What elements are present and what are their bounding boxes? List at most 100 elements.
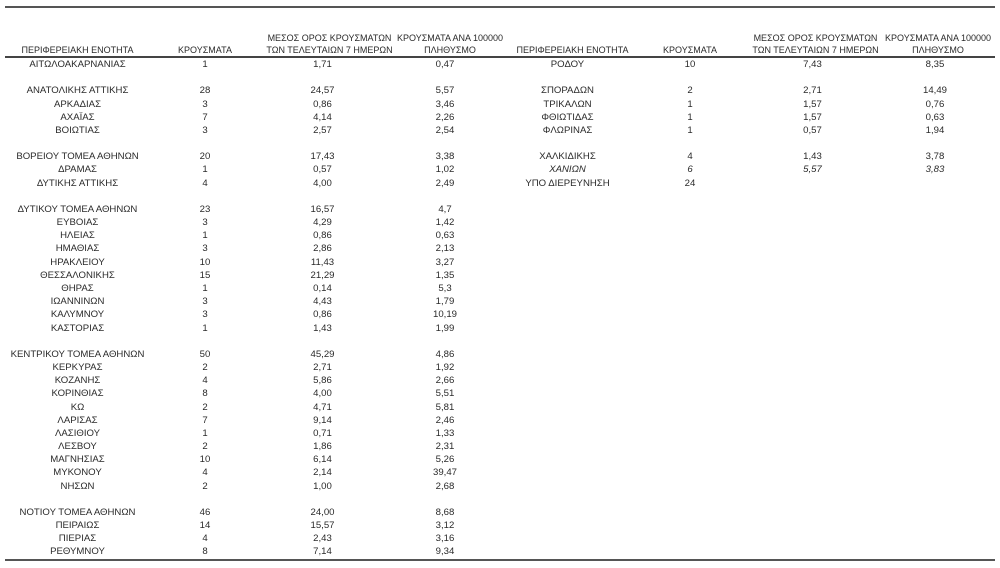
- left-per100k-cell: 2,46: [435, 414, 455, 426]
- right-per100k-cell: [875, 242, 995, 255]
- right-region-cell: ΧΑΝΙΩΝ: [549, 164, 586, 176]
- table-row: ΡΕΘΥΜΝΟΥ 8 7,14 9,34: [5, 545, 995, 558]
- right-cases-cell: [630, 493, 750, 506]
- left-avg7-cell: 2,86: [313, 243, 332, 255]
- right-per100k-cell: [875, 348, 995, 361]
- left-per100k-cell: 5,81: [435, 401, 455, 413]
- right-avg7-cell: 0,57: [803, 124, 822, 136]
- left-cases-cell: 10: [199, 454, 211, 466]
- right-region-cell: [505, 532, 630, 545]
- left-cases-cell: 1: [202, 283, 208, 294]
- table-row: ΛΕΣΒΟΥ 2 1,86 2,31: [5, 440, 995, 453]
- left-cases-cell: 1: [202, 230, 208, 242]
- left-per100k-cell: 2,66: [435, 375, 455, 387]
- right-region-cell: [505, 269, 630, 282]
- left-cases-cell: 3: [202, 296, 208, 308]
- left-region-cell: [5, 335, 150, 348]
- left-avg7-cell: 4,71: [313, 401, 332, 413]
- table-row: ΘΗΡΑΣ 1 0,14 5,3: [5, 282, 995, 295]
- right-region-cell: [505, 387, 630, 400]
- right-avg7-cell: [750, 71, 875, 84]
- table-row: ΚΕΝΤΡΙΚΟΥ ΤΟΜΕΑ ΑΘΗΝΩΝ 50 45,29 4,86: [5, 348, 995, 361]
- right-region-cell: ΣΠΟΡΑΔΩΝ: [541, 85, 594, 97]
- right-cases-cell: [630, 308, 750, 321]
- left-per100k-cell: 2,31: [435, 441, 455, 453]
- table-row: ΚΑΛΥΜΝΟΥ 3 0,86 10,19: [5, 308, 995, 321]
- right-avg7-cell: [750, 216, 875, 229]
- left-per100k-cell: 1,02: [435, 164, 455, 176]
- right-avg7-cell: [750, 532, 875, 545]
- table-row: ΛΑΣΙΘΙΟΥ 1 0,71 1,33: [5, 427, 995, 440]
- right-cases-cell: [630, 71, 750, 84]
- right-per100k-cell: [875, 440, 995, 453]
- left-avg7-cell: 21,29: [310, 269, 335, 281]
- left-per100k-cell: 1,35: [435, 269, 455, 281]
- right-cases-cell: 6: [687, 164, 693, 176]
- left-avg7-cell: [260, 137, 385, 150]
- right-avg7-cell: [750, 506, 875, 519]
- right-avg7-cell: [750, 137, 875, 150]
- left-region-cell: ΚΩ: [70, 401, 85, 413]
- left-cases-cell: 1: [202, 322, 208, 334]
- left-cases-cell: 14: [199, 520, 211, 532]
- right-per100k-cell: [875, 374, 995, 387]
- right-per100k-cell: [875, 203, 995, 216]
- right-avg7-cell: [750, 480, 875, 493]
- left-cases-cell: [150, 190, 260, 203]
- right-per100k-cell: [875, 190, 995, 203]
- left-per100k-cell: [385, 335, 505, 348]
- left-avg7-cell: 2,43: [313, 533, 332, 545]
- right-cases-cell: [630, 321, 750, 334]
- right-avg7-cell: [750, 295, 875, 308]
- left-region-cell: ΔΥΤΙΚΟΥ ΤΟΜΕΑ ΑΘΗΝΩΝ: [17, 203, 138, 215]
- table-row: ΔΡΑΜΑΣ 1 0,57 1,02 ΧΑΝΙΩΝ 6 5,57 3,83: [5, 163, 995, 176]
- table-row: ΑΝΑΤΟΛΙΚΗΣ ΑΤΤΙΚΗΣ 28 24,57 5,57 ΣΠΟΡΑΔΩΝ 2 2,…: [5, 84, 995, 97]
- left-per100k-cell: 0,47: [435, 59, 455, 71]
- right-region-cell: ΥΠΟ ΔΙΕΡΕΥΝΗΣΗ: [525, 177, 610, 189]
- left-region-cell: ΚΟΖΑΝΗΣ: [54, 375, 101, 387]
- right-per100k-cell: 14,49: [922, 85, 947, 97]
- table-row: ΗΛΕΙΑΣ 1 0,86 0,63: [5, 229, 995, 242]
- right-avg7-cell: [750, 545, 875, 558]
- left-cases-cell: 2: [202, 362, 208, 374]
- table-row: ΑΙΤΩΛΟΑΚΑΡΝΑΝΙΑΣ 1 1,71 0,47 ΡΟΔΟΥ 10 7,43 8,35: [5, 58, 995, 71]
- table-row: ΝΗΣΩΝ 2 1,00 2,68: [5, 480, 995, 493]
- left-cases-cell: 46: [199, 506, 211, 518]
- right-cases-cell: [630, 387, 750, 400]
- left-cases-cell: 8: [202, 388, 208, 400]
- right-region-cell: [505, 440, 630, 453]
- left-cases-cell: 4: [202, 177, 208, 189]
- left-region-cell: ΚΕΡΚΥΡΑΣ: [52, 362, 103, 374]
- header-region-right: ΠΕΡΙΦΕΡΕΙΑΚΗ ΕΝΟΤΗΤΑ: [516, 45, 629, 55]
- table-row: ΑΡΚΑΔΙΑΣ 3 0,86 3,46 ΤΡΙΚΑΛΩΝ 1 1,57 0,76: [5, 98, 995, 111]
- right-region-cell: [505, 374, 630, 387]
- left-region-cell: ΘΕΣΣΑΛΟΝΙΚΗΣ: [40, 269, 115, 281]
- right-cases-cell: [630, 400, 750, 413]
- left-avg7-cell: 6,14: [313, 454, 332, 466]
- left-avg7-cell: 17,43: [310, 151, 335, 163]
- left-cases-cell: 3: [202, 243, 208, 255]
- right-region-cell: [505, 282, 630, 295]
- left-per100k-cell: 4,86: [435, 348, 455, 360]
- left-avg7-cell: 16,57: [310, 203, 335, 215]
- right-cases-cell: [630, 137, 750, 150]
- table-row: ΚΩ 2 4,71 5,81: [5, 400, 995, 413]
- left-cases-cell: 2: [202, 480, 208, 492]
- right-cases-cell: [630, 414, 750, 427]
- right-region-cell: [505, 480, 630, 493]
- right-per100k-cell: [875, 137, 995, 150]
- right-cases-cell: [630, 466, 750, 479]
- right-avg7-cell: [750, 203, 875, 216]
- left-avg7-cell: [260, 493, 385, 506]
- left-avg7-cell: 9,14: [313, 414, 332, 426]
- left-cases-cell: 4: [202, 533, 208, 545]
- left-region-cell: ΗΛΕΙΑΣ: [60, 230, 95, 242]
- left-per100k-cell: [385, 137, 505, 150]
- right-avg7-cell: [750, 466, 875, 479]
- left-avg7-cell: 0,71: [313, 427, 332, 439]
- left-per100k-cell: 5,57: [435, 85, 455, 97]
- right-region-cell: [505, 361, 630, 374]
- left-region-cell: [5, 71, 150, 84]
- left-avg7-cell: 4,00: [313, 177, 332, 189]
- right-per100k-cell: [875, 400, 995, 413]
